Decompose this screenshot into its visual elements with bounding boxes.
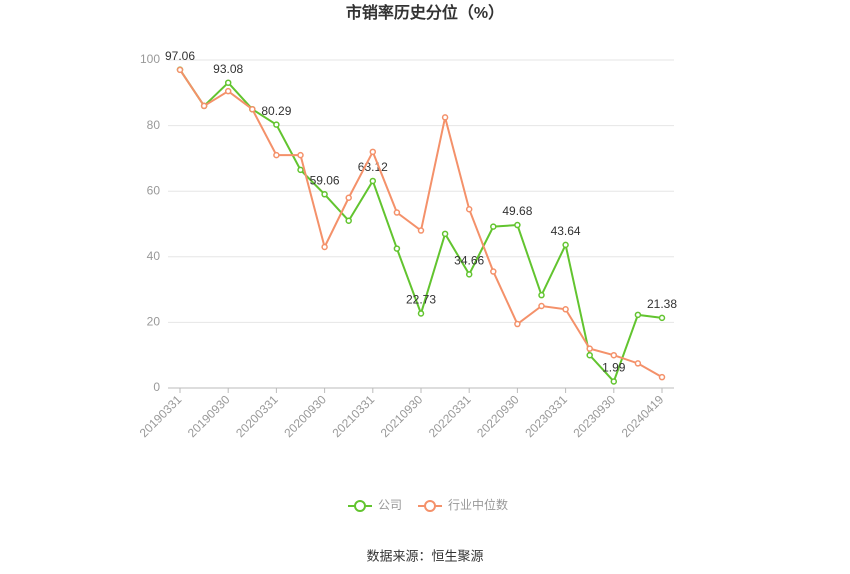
point [297, 166, 304, 174]
point [634, 360, 642, 367]
data-label: 22.73 [406, 293, 436, 307]
x-tick-label: 20210930 [378, 392, 426, 440]
x-tick-label: 20220331 [426, 392, 474, 440]
point [297, 151, 304, 159]
point [345, 194, 352, 202]
point [610, 378, 618, 385]
point [610, 351, 618, 359]
x-tick-label: 20220930 [474, 392, 522, 440]
point [369, 177, 377, 185]
point [393, 245, 401, 252]
point [562, 306, 569, 313]
point [465, 205, 473, 213]
point [176, 66, 184, 74]
point [538, 291, 545, 299]
data-label: 34.66 [454, 253, 484, 267]
x-tick-label: 20230331 [522, 392, 570, 440]
data-label: 80.29 [261, 104, 291, 118]
point [586, 345, 593, 352]
point [586, 351, 593, 359]
point [658, 373, 666, 381]
x-tick-label: 20190930 [185, 392, 233, 440]
point [417, 310, 425, 317]
point [321, 191, 328, 198]
chart-title: 市销率历史分位（%） [346, 3, 504, 22]
point [321, 243, 328, 251]
y-tick-label: 0 [153, 380, 160, 394]
legend-label: 公司 [378, 498, 402, 512]
x-tick-label: 20240419 [619, 392, 667, 440]
point [514, 221, 521, 229]
y-tick-label: 100 [140, 52, 160, 66]
x-tick-label: 20200930 [281, 392, 329, 440]
point [224, 87, 232, 95]
point [465, 271, 473, 278]
y-tick-label: 60 [147, 183, 161, 197]
data-label: 93.08 [213, 62, 243, 76]
data-label: 59.06 [310, 173, 340, 187]
point [369, 148, 377, 156]
data-label: 49.68 [502, 204, 532, 218]
data-label: 97.06 [165, 49, 195, 63]
point [417, 227, 425, 234]
x-tick-label: 20190331 [137, 392, 185, 440]
point [658, 314, 666, 322]
legend-label: 行业中位数 [448, 497, 508, 512]
point [538, 302, 545, 310]
point [273, 151, 280, 159]
point [514, 320, 521, 328]
point [345, 217, 352, 224]
data-label: 43.64 [551, 224, 581, 238]
x-tick-label: 20230930 [571, 392, 619, 440]
y-tick-label: 80 [147, 118, 161, 132]
legend-marker [354, 500, 366, 512]
point [634, 311, 642, 319]
point [224, 79, 232, 86]
x-tick-label: 20200331 [233, 392, 281, 440]
point [273, 121, 280, 128]
point [490, 268, 497, 275]
point [490, 223, 497, 230]
point [393, 209, 401, 216]
point [441, 114, 449, 121]
point [441, 230, 449, 238]
source: 数据来源：恒生聚源 [366, 548, 483, 563]
x-tick-label: 20210331 [330, 392, 378, 440]
legend-marker [424, 500, 437, 512]
y-tick-label: 40 [147, 249, 161, 263]
point [249, 105, 256, 113]
point [562, 241, 569, 249]
y-tick-label: 20 [147, 315, 161, 329]
series-line [179, 69, 663, 379]
data-label: 21.38 [647, 297, 677, 311]
data-label: 1.99 [602, 361, 626, 375]
point [200, 102, 208, 110]
series-line [179, 69, 663, 384]
